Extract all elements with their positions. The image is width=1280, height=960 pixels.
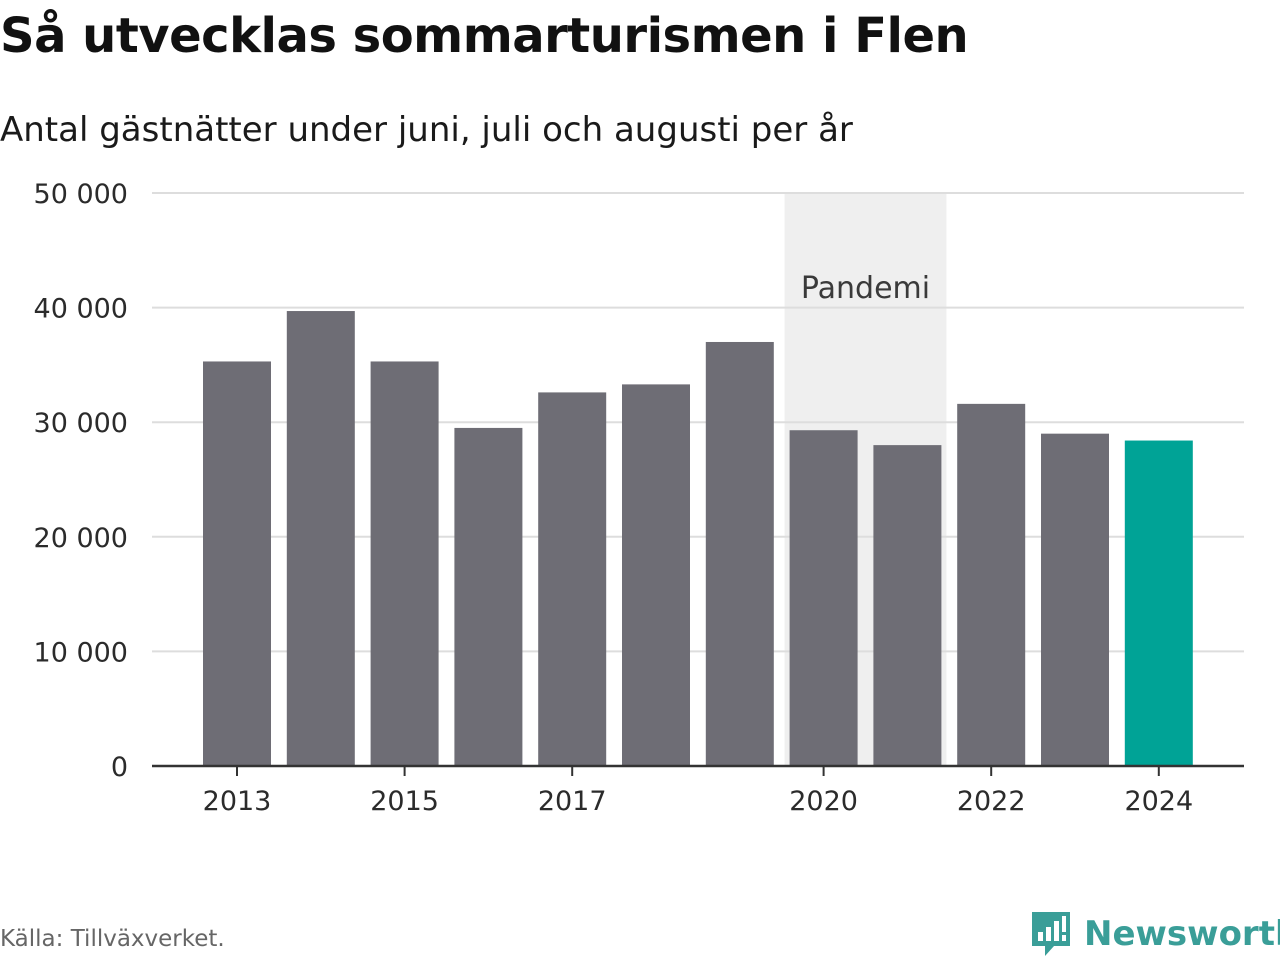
chart-subtitle: Antal gästnätter under juni, juli och au… [0, 110, 853, 150]
source-note: Källa: Tillväxverket. [0, 926, 225, 952]
y-tick-label: 50 000 [34, 179, 128, 210]
bar-2021 [873, 445, 942, 766]
bar-2020 [789, 430, 858, 766]
bar-2016 [454, 427, 523, 766]
axes: 2013 2015 2017 2020 2022 2024 [152, 764, 1244, 817]
y-tick-label: 0 [111, 752, 128, 783]
x-tick-label: 2024 [1124, 786, 1193, 817]
bar-2023 [1041, 433, 1109, 766]
bar-2014 [286, 311, 355, 766]
y-tick-label: 10 000 [34, 637, 128, 668]
x-tick-label: 2013 [203, 786, 272, 817]
y-tick-label: 40 000 [34, 294, 128, 325]
x-tick-label: 2017 [538, 786, 607, 817]
bar-2013 [203, 361, 271, 766]
bar-2022 [957, 403, 1026, 766]
x-tick-label: 2022 [957, 786, 1026, 817]
x-tick-label: 2015 [370, 786, 439, 817]
chart-title: Så utvecklas sommarturismen i Flen [0, 8, 969, 64]
bar-chart-speech-bubble-icon [1032, 912, 1070, 956]
bar-2017 [538, 392, 607, 766]
x-tick-label: 2020 [789, 786, 858, 817]
brand-logo: Newsworthy [1030, 910, 1280, 958]
bar-2015 [370, 361, 439, 766]
y-tick-label: 30 000 [34, 408, 128, 439]
bars [203, 311, 1193, 766]
bar-2018 [622, 384, 690, 766]
bar-2019 [705, 341, 774, 766]
pandemic-annotation-label: Pandemi [801, 271, 930, 306]
y-tick-label: 20 000 [34, 523, 128, 554]
brand-name: Newsworthy [1084, 914, 1280, 954]
bar-2024 [1124, 440, 1193, 766]
